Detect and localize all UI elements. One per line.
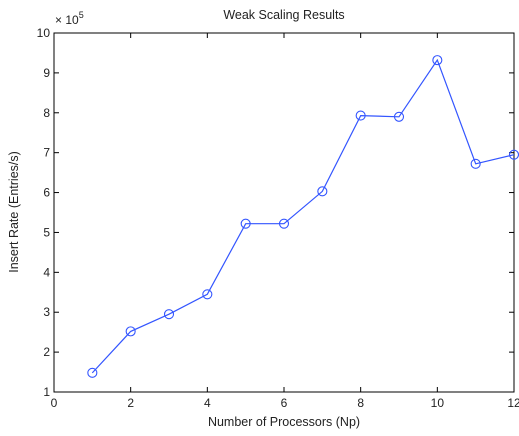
y-tick-label: 7 (43, 146, 50, 160)
y-tick-label: 6 (43, 186, 50, 200)
x-tick-label: 10 (431, 396, 445, 410)
x-tick-label: 8 (357, 396, 364, 410)
x-tick-label: 2 (127, 396, 134, 410)
x-tick-label: 12 (507, 396, 519, 410)
x-tick-label: 6 (281, 396, 288, 410)
series-line (91, 58, 515, 374)
x-tick-label: 0 (51, 396, 58, 410)
series-layer (87, 55, 519, 378)
chart-title: Weak Scaling Results (223, 8, 344, 22)
data-point-marker (240, 218, 251, 229)
data-point-marker (163, 309, 175, 320)
x-tick-label: 4 (204, 396, 211, 410)
data-point-marker (278, 218, 290, 229)
data-point-marker (432, 55, 443, 66)
y-tick-label: 10 (37, 26, 51, 40)
x-axis-title: Number of Processors (Np) (208, 415, 360, 429)
y-axis-title: Insert Rate (Entries/s) (7, 151, 21, 273)
data-point-marker (202, 289, 213, 300)
data-point-marker (87, 367, 98, 378)
data-point-marker (470, 158, 481, 169)
y-tick-label: 3 (43, 305, 50, 319)
y-multiplier-base: × 10 (55, 13, 79, 27)
data-point-marker (393, 111, 405, 122)
y-tick-label: 4 (43, 265, 50, 279)
y-tick-label: 2 (43, 345, 50, 359)
plot-area (53, 32, 515, 393)
data-point-marker (317, 186, 328, 197)
y-tick-label: 1 (43, 385, 50, 399)
y-tick-label: 8 (43, 106, 50, 120)
data-point-marker (125, 326, 136, 337)
y-tick-label: 9 (43, 66, 50, 80)
y-tick-label: 5 (43, 225, 50, 239)
y-multiplier: × 105 (55, 10, 84, 27)
data-point-marker (355, 110, 366, 121)
y-multiplier-exponent: 5 (79, 10, 84, 20)
